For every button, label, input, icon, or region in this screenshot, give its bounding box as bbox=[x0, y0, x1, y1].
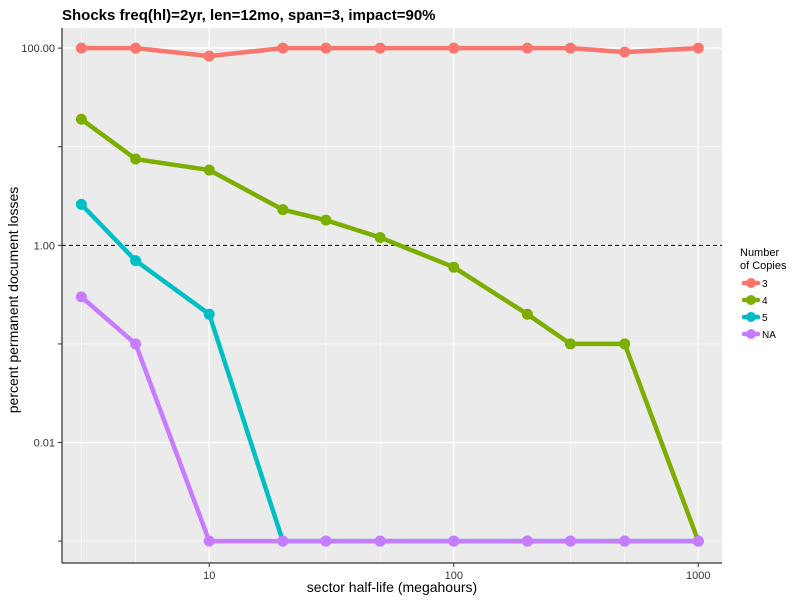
series-layer bbox=[75, 42, 704, 547]
x-tick-label: 100 bbox=[445, 570, 463, 582]
data-point bbox=[320, 535, 332, 547]
chart-title: Shocks freq(hl)=2yr, len=12mo, span=3, i… bbox=[62, 7, 436, 24]
data-point bbox=[277, 535, 289, 547]
data-point bbox=[521, 42, 533, 54]
y-tick-label: 0.01 bbox=[34, 438, 55, 450]
data-point bbox=[619, 46, 631, 58]
legend-key-point bbox=[746, 278, 756, 288]
data-point bbox=[521, 535, 533, 547]
data-point bbox=[564, 42, 576, 54]
data-point bbox=[692, 535, 704, 547]
legend-item: 3 bbox=[741, 278, 768, 290]
plot-panel bbox=[62, 28, 722, 563]
data-point bbox=[692, 42, 704, 54]
series-4 bbox=[75, 113, 704, 547]
legend-item: NA bbox=[741, 329, 776, 341]
legend-key-point bbox=[746, 329, 756, 339]
x-tick-label: 10 bbox=[203, 570, 215, 582]
data-point bbox=[130, 255, 142, 267]
legend: Number of Copies 3 4 5 NA bbox=[740, 247, 787, 341]
data-point bbox=[564, 535, 576, 547]
legend-item: 5 bbox=[741, 312, 768, 324]
legend-item: 4 bbox=[741, 295, 768, 307]
data-point bbox=[130, 42, 142, 54]
data-point bbox=[320, 214, 332, 226]
data-point bbox=[374, 42, 386, 54]
axes: 10 100 1000 100.00 1.00 0.01 bbox=[21, 28, 722, 582]
legend-label: 3 bbox=[762, 279, 768, 290]
legend-label: NA bbox=[762, 330, 776, 341]
data-point bbox=[130, 153, 142, 165]
data-point bbox=[320, 42, 332, 54]
data-point bbox=[448, 261, 460, 273]
series-NA bbox=[75, 291, 704, 547]
legend-items: 3 4 5 NA bbox=[741, 278, 776, 341]
legend-key-point bbox=[746, 312, 756, 322]
data-point bbox=[448, 42, 460, 54]
data-point bbox=[374, 535, 386, 547]
legend-key-point bbox=[746, 295, 756, 305]
data-point bbox=[75, 291, 87, 303]
data-point bbox=[75, 198, 87, 210]
data-point bbox=[374, 232, 386, 244]
data-point bbox=[203, 535, 215, 547]
series-3 bbox=[75, 42, 704, 62]
legend-label: 4 bbox=[762, 296, 768, 307]
data-point bbox=[619, 338, 631, 350]
legend-label: 5 bbox=[762, 313, 768, 324]
data-point bbox=[521, 308, 533, 320]
data-point bbox=[203, 164, 215, 176]
data-point bbox=[75, 42, 87, 54]
y-tick-label: 1.00 bbox=[34, 240, 55, 252]
legend-title: Number of Copies bbox=[740, 247, 787, 272]
data-point bbox=[448, 535, 460, 547]
x-tick-label: 1000 bbox=[686, 570, 710, 582]
data-point bbox=[277, 204, 289, 216]
x-axis-title: sector half-life (megahours) bbox=[307, 579, 477, 595]
y-tick-label: 100.00 bbox=[21, 43, 55, 55]
data-point bbox=[619, 535, 631, 547]
data-point bbox=[203, 308, 215, 320]
data-point bbox=[564, 338, 576, 350]
data-point bbox=[277, 42, 289, 54]
data-point bbox=[203, 50, 215, 62]
data-point bbox=[130, 338, 142, 350]
data-point bbox=[75, 113, 87, 125]
y-axis-title: percent permanent document losses bbox=[5, 187, 21, 413]
